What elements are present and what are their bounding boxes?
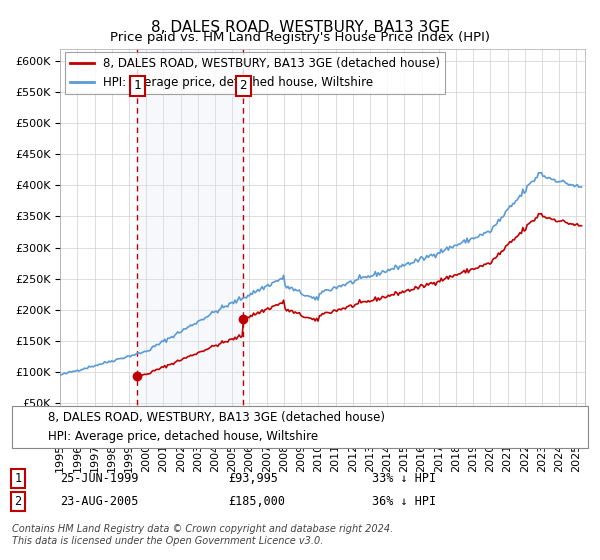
- Text: Price paid vs. HM Land Registry's House Price Index (HPI): Price paid vs. HM Land Registry's House …: [110, 31, 490, 44]
- Text: 1: 1: [134, 80, 141, 92]
- Text: 2: 2: [239, 80, 247, 92]
- Text: 25-JUN-1999: 25-JUN-1999: [60, 472, 139, 486]
- Text: 36% ↓ HPI: 36% ↓ HPI: [372, 494, 436, 508]
- Text: £185,000: £185,000: [228, 494, 285, 508]
- Text: HPI: Average price, detached house, Wiltshire: HPI: Average price, detached house, Wilt…: [48, 430, 318, 443]
- Text: 33% ↓ HPI: 33% ↓ HPI: [372, 472, 436, 486]
- Text: £93,995: £93,995: [228, 472, 278, 486]
- Text: 8, DALES ROAD, WESTBURY, BA13 3GE: 8, DALES ROAD, WESTBURY, BA13 3GE: [151, 20, 449, 35]
- Legend: 8, DALES ROAD, WESTBURY, BA13 3GE (detached house), HPI: Average price, detached: 8, DALES ROAD, WESTBURY, BA13 3GE (detac…: [65, 53, 445, 94]
- Text: 8, DALES ROAD, WESTBURY, BA13 3GE (detached house): 8, DALES ROAD, WESTBURY, BA13 3GE (detac…: [48, 411, 385, 424]
- Text: Contains HM Land Registry data © Crown copyright and database right 2024.
This d: Contains HM Land Registry data © Crown c…: [12, 524, 393, 546]
- Text: 1: 1: [14, 472, 22, 486]
- Text: 2: 2: [14, 494, 22, 508]
- Text: 23-AUG-2005: 23-AUG-2005: [60, 494, 139, 508]
- Bar: [137, 49, 243, 434]
